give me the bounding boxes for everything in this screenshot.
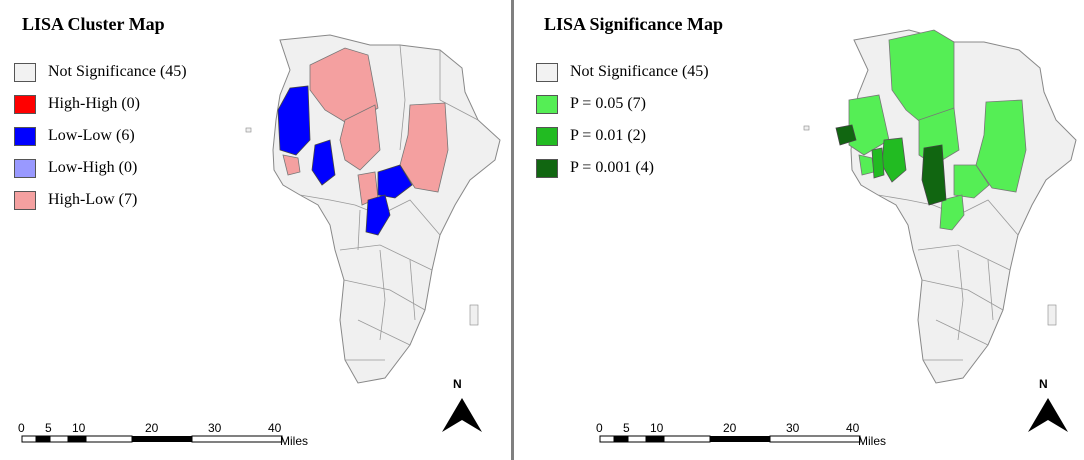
- legend-item: P = 0.05 (7): [536, 88, 709, 120]
- region-low-low-congo: [365, 194, 391, 236]
- significance-map-title: LISA Significance Map: [544, 14, 724, 34]
- scale-tick-10: 10: [650, 421, 664, 435]
- scale-tick-5: 5: [623, 421, 630, 435]
- lisa-cluster-map-panel: 0 5 10 20 30 40 Miles N LISA Cluster Map…: [0, 0, 512, 460]
- legend-item: P = 0.001 (4): [536, 152, 709, 184]
- region-low-low-chad: [377, 164, 413, 199]
- legend-label: High-High (0): [48, 95, 140, 112]
- scale-tick-0: 0: [18, 421, 25, 435]
- cape-verde-island: [803, 125, 810, 131]
- legend-swatch: [536, 62, 558, 82]
- cluster-map-svg: 0 5 10 20 30 40 Miles N: [18, 34, 501, 448]
- scale-tick-20: 20: [145, 421, 159, 435]
- legend-label: P = 0.05 (7): [570, 95, 646, 112]
- legend-item: P = 0.01 (2): [536, 120, 709, 152]
- region-p0001-senegal: [835, 124, 857, 146]
- legend-swatch: [536, 158, 558, 178]
- region-p005-guinea: [858, 154, 875, 176]
- legend-swatch: [14, 126, 36, 146]
- madagascar-island: [1047, 304, 1057, 326]
- scale-tick-20: 20: [723, 421, 737, 435]
- legend-item: Not Significance (45): [536, 56, 709, 88]
- significance-map-svg: 0 5 10 20 30 40 Miles N: [596, 29, 1077, 448]
- region-p005-congo: [939, 194, 965, 231]
- region-low-low-nigeria: [311, 139, 336, 186]
- scale-bar: 0 5 10 20 30 40 Miles: [596, 421, 886, 448]
- scale-tick-10: 10: [72, 421, 86, 435]
- lisa-significance-map-panel: 0 5 10 20 30 40 Miles N LISA Significanc…: [514, 0, 1084, 460]
- legend-swatch: [536, 94, 558, 114]
- panel-divider: [511, 0, 514, 460]
- cape-verde-island: [245, 127, 252, 133]
- legend-swatch: [14, 158, 36, 178]
- scale-tick-40: 40: [846, 421, 860, 435]
- legend-label: P = 0.01 (2): [570, 127, 646, 144]
- scale-tick-30: 30: [786, 421, 800, 435]
- madagascar-island: [469, 304, 479, 326]
- legend-label: Not Significance (45): [48, 63, 187, 80]
- legend-swatch: [14, 190, 36, 210]
- region-p0001-cameroon: [921, 144, 947, 206]
- legend-swatch: [14, 94, 36, 114]
- north-arrow-icon: N: [442, 377, 482, 432]
- scale-unit-label: Miles: [858, 434, 886, 448]
- scale-tick-40: 40: [268, 421, 282, 435]
- cluster-legend: Not Significance (45) High-High (0) Low-…: [14, 56, 187, 216]
- region-p001-ghana: [871, 147, 885, 179]
- legend-label: Low-High (0): [48, 159, 138, 176]
- legend-item: Low-Low (6): [14, 120, 187, 152]
- legend-label: P = 0.001 (4): [570, 159, 654, 176]
- scale-tick-0: 0: [596, 421, 603, 435]
- scale-bar: 0 5 10 20 30 40 Miles: [18, 421, 308, 448]
- country-borders: [299, 44, 479, 361]
- significance-legend: Not Significance (45) P = 0.05 (7) P = 0…: [536, 56, 709, 184]
- legend-label: High-Low (7): [48, 191, 138, 208]
- legend-label: Not Significance (45): [570, 63, 709, 80]
- scale-tick-30: 30: [208, 421, 222, 435]
- region-high-low-sudan: [399, 102, 449, 193]
- legend-item: Low-High (0): [14, 152, 187, 184]
- legend-swatch: [14, 62, 36, 82]
- region-high-low-guinea: [282, 154, 301, 176]
- scale-tick-5: 5: [45, 421, 52, 435]
- region-high-low-niger: [339, 104, 381, 171]
- legend-swatch: [536, 126, 558, 146]
- region-p005-chad: [953, 164, 990, 199]
- region-low-low-mali: [277, 85, 311, 156]
- north-label: N: [453, 377, 462, 391]
- country-borders: [877, 194, 1019, 361]
- scale-unit-label: Miles: [280, 434, 308, 448]
- legend-label: Low-Low (6): [48, 127, 135, 144]
- legend-item: High-Low (7): [14, 184, 187, 216]
- north-arrow-icon: N: [1028, 377, 1068, 432]
- region-p005-sudan: [975, 99, 1027, 193]
- legend-item: Not Significance (45): [14, 56, 187, 88]
- legend-item: High-High (0): [14, 88, 187, 120]
- cluster-map-title: LISA Cluster Map: [22, 14, 165, 34]
- north-label: N: [1039, 377, 1048, 391]
